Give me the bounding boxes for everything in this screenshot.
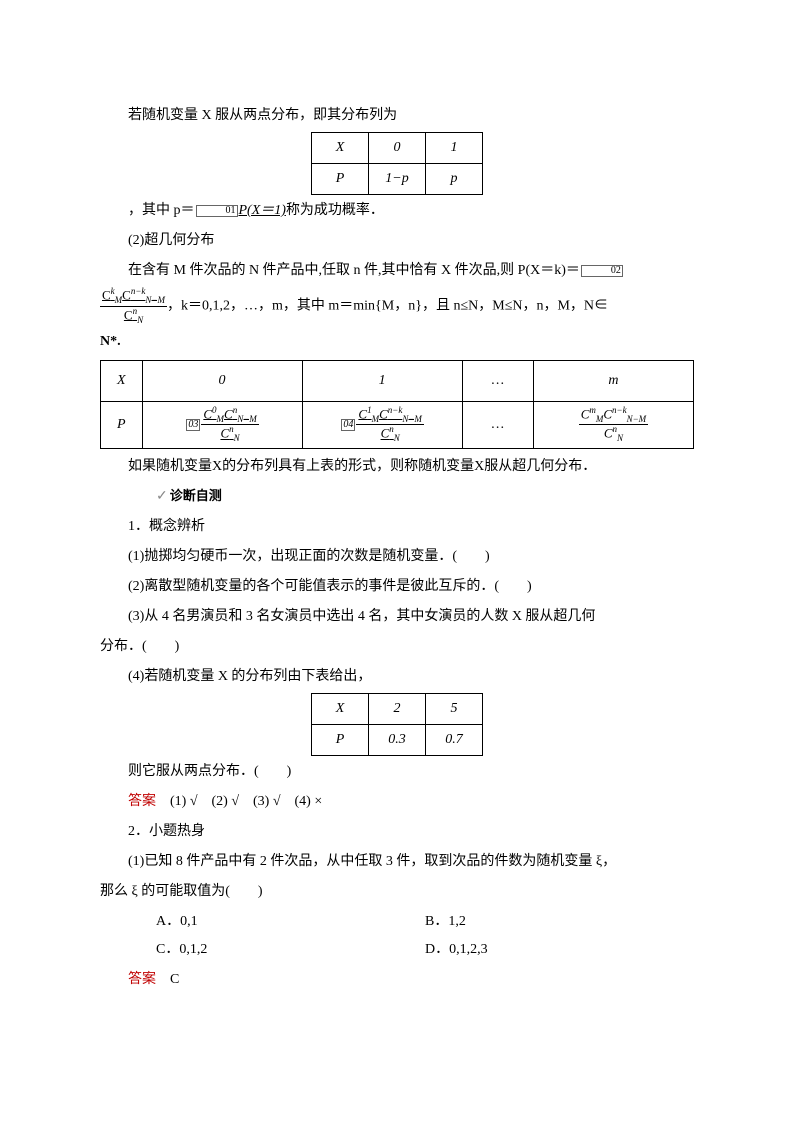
- cell: …: [462, 360, 533, 401]
- cell-formula: CmMCn−kN−M CnN: [533, 401, 693, 449]
- cell: 1−p: [369, 164, 426, 195]
- fraction: CmMCn−kN−M CnN: [579, 406, 649, 445]
- answer-label: 答案: [128, 794, 156, 809]
- cell-formula: 03 C0MCnN−M CnN: [142, 401, 302, 449]
- sup: n−k: [131, 286, 146, 296]
- cell: m: [533, 360, 693, 401]
- blank-box-04: 04: [341, 419, 355, 431]
- concept-heading: 1．概念辨析: [100, 513, 694, 541]
- text: 在含有 M 件次品的 N 件产品中,任取 n 件,其中恰有 X 件次品,则 P(…: [128, 263, 580, 278]
- warmup-heading: 2．小题热身: [100, 818, 694, 846]
- options-row1: A．0,1 B．1,2: [100, 908, 694, 936]
- c: C: [124, 307, 133, 322]
- sub: M: [372, 414, 380, 424]
- cell: 0.7: [426, 725, 483, 756]
- q3b: 分布．( ): [100, 633, 694, 661]
- cell: 0: [142, 360, 302, 401]
- text: ，其中 p＝: [128, 203, 195, 218]
- two-point-table: X 0 1 P 1−p p: [311, 132, 483, 195]
- option-a: A．0,1: [156, 908, 425, 936]
- cell: 2: [369, 694, 426, 725]
- q4-table: X 2 5 P 0.3 0.7: [311, 693, 483, 756]
- p-definition: ，其中 p＝01P(X＝1)称为成功概率．: [100, 197, 694, 225]
- paragraph-dist-intro: 若随机变量 X 服从两点分布，即其分布列为: [100, 102, 694, 130]
- sub: N−M: [237, 414, 257, 424]
- answer-text: (1) √ (2) √ (3) √ (4) ×: [156, 794, 322, 809]
- fraction: CkMCn−kN−M CnN: [100, 287, 167, 326]
- cell: p: [426, 164, 483, 195]
- q3: (3)从 4 名男演员和 3 名女演员中选出 4 名，其中女演员的人数 X 服从…: [100, 603, 694, 631]
- blank-box-01: 01: [196, 205, 238, 217]
- n-star: N*.: [100, 328, 694, 356]
- hypergeom-table: X 0 1 … m P 03 C0MCnN−M CnN 04 C1MCn−kN−…: [100, 360, 694, 450]
- checkmark-icon: ✓: [128, 483, 168, 511]
- option-d: D．0,1,2,3: [425, 936, 694, 964]
- warmup-q1b: 那么 ξ 的可能取值为( ): [100, 878, 694, 906]
- blank-box-02: 02: [581, 265, 623, 277]
- sub: N: [394, 433, 400, 443]
- cell: P: [312, 164, 369, 195]
- options-row2: C．0,1,2 D．0,1,2,3: [100, 936, 694, 964]
- cell: P: [312, 725, 369, 756]
- diagnosis-header: ✓诊断自测: [100, 483, 694, 511]
- subheading-hypergeom: (2)超几何分布: [100, 227, 694, 255]
- sub: N: [234, 433, 240, 443]
- c: C: [102, 287, 111, 302]
- hypergeom-formula-line: CkMCn−kN−M CnN ，k＝0,1,2，…，m，其中 m＝min{M，n…: [100, 287, 694, 326]
- cell: 1: [302, 360, 462, 401]
- q4: (4)若随机变量 X 的分布列由下表给出，: [100, 663, 694, 691]
- cell: X: [312, 694, 369, 725]
- sub: N−M: [627, 414, 647, 424]
- cell: 0.3: [369, 725, 426, 756]
- hypergeom-text: 在含有 M 件次品的 N 件产品中,任取 n 件,其中恰有 X 件次品,则 P(…: [100, 257, 694, 285]
- sub: N−M: [402, 414, 422, 424]
- answer-2: 答案 C: [100, 966, 694, 994]
- sup: n−k: [388, 405, 403, 415]
- option-b: B．1,2: [425, 908, 694, 936]
- answer-1: 答案 (1) √ (2) √ (3) √ (4) ×: [100, 788, 694, 816]
- cell: X: [312, 133, 369, 164]
- cell: 1: [426, 133, 483, 164]
- sub: M: [217, 414, 225, 424]
- text: ，k＝0,1,2，…，m，其中 m＝min{M，n}，且 n≤N，M≤N，n，M…: [167, 299, 608, 314]
- sub: N−M: [145, 295, 165, 305]
- sup: n−k: [612, 405, 627, 415]
- diag-label: 诊断自测: [170, 488, 222, 503]
- cell: …: [462, 401, 533, 449]
- q4-tail: 则它服从两点分布．( ): [100, 758, 694, 786]
- blank-box-03: 03: [186, 419, 200, 431]
- q2: (2)离散型随机变量的各个可能值表示的事件是彼此互斥的．( ): [100, 573, 694, 601]
- fraction: C0MCnN−M CnN: [201, 406, 258, 445]
- sub: N: [617, 433, 623, 443]
- answer-text: C: [156, 972, 179, 987]
- formula: P(X＝1): [239, 203, 286, 218]
- option-c: C．0,1,2: [156, 936, 425, 964]
- sub: N: [137, 315, 143, 325]
- hypergeom-conclusion: 如果随机变量X的分布列具有上表的形式，则称随机变量X服从超几何分布．: [100, 453, 694, 481]
- text: 称为成功概率．: [286, 203, 384, 218]
- q1: (1)抛掷均匀硬币一次，出现正面的次数是随机变量．( ): [100, 543, 694, 571]
- cell-formula: 04 C1MCn−kN−M CnN: [302, 401, 462, 449]
- c: C: [122, 287, 131, 302]
- cell: P: [101, 401, 143, 449]
- cell: 0: [369, 133, 426, 164]
- warmup-q1: (1)已知 8 件产品中有 2 件次品，从中任取 3 件，取到次品的件数为随机变…: [100, 848, 694, 876]
- cell: X: [101, 360, 143, 401]
- fraction: C1MCn−kN−M CnN: [356, 406, 424, 445]
- cell: 5: [426, 694, 483, 725]
- answer-label: 答案: [128, 972, 156, 987]
